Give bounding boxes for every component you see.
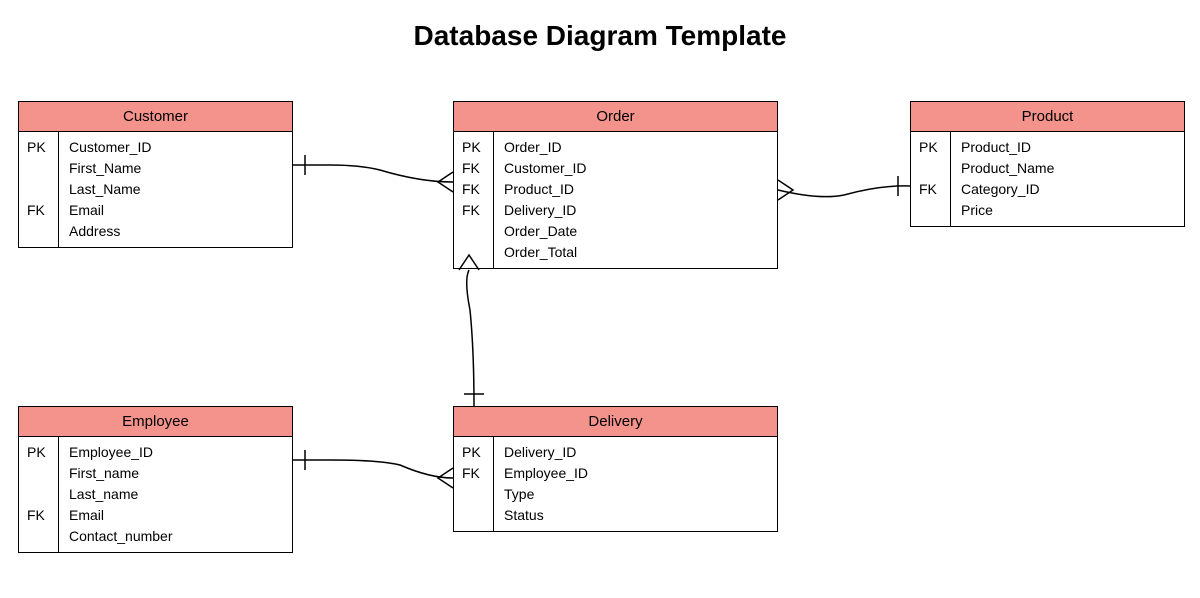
field-cell: First_Name (69, 158, 282, 179)
entity-header-customer: Customer (19, 102, 292, 132)
crowfoot-many-order-right (778, 180, 793, 200)
field-cell: Customer_ID (504, 158, 767, 179)
field-cell: Order_Total (504, 242, 767, 263)
key-cell (462, 484, 485, 505)
entity-header-delivery: Delivery (454, 407, 777, 437)
key-cell: PK (462, 137, 485, 158)
key-cell: PK (27, 442, 50, 463)
diagram-title: Database Diagram Template (0, 20, 1200, 52)
entity-body-delivery: PKFK Delivery_IDEmployee_IDTypeStatus (454, 437, 777, 531)
entity-header-order: Order (454, 102, 777, 132)
entity-customer: CustomerPK FK Customer_IDFirst_NameLast_… (18, 101, 293, 248)
field-cell: Product_Name (961, 158, 1174, 179)
entity-body-product: PK FK Product_IDProduct_NameCategory_IDP… (911, 132, 1184, 226)
entity-delivery: DeliveryPKFK Delivery_IDEmployee_IDTypeS… (453, 406, 778, 532)
field-column: Delivery_IDEmployee_IDTypeStatus (494, 437, 777, 531)
key-column: PKFK (454, 437, 494, 531)
entity-body-employee: PK FK Employee_IDFirst_nameLast_nameEmai… (19, 437, 292, 552)
key-cell (462, 221, 485, 242)
key-cell (462, 242, 485, 263)
key-cell (462, 505, 485, 526)
key-column: PK FK (911, 132, 951, 226)
connector-product-order (778, 186, 910, 197)
key-cell: FK (462, 158, 485, 179)
field-cell: Contact_number (69, 526, 282, 547)
field-column: Employee_IDFirst_nameLast_nameEmailConta… (59, 437, 292, 552)
key-cell: FK (462, 463, 485, 484)
key-cell (27, 221, 50, 242)
field-cell: Delivery_ID (504, 200, 767, 221)
key-column: PK FK (19, 132, 59, 247)
connector-employee-delivery (293, 460, 453, 478)
field-cell: Last_name (69, 484, 282, 505)
key-cell: PK (27, 137, 50, 158)
field-column: Order_IDCustomer_IDProduct_IDDelivery_ID… (494, 132, 777, 268)
field-column: Customer_IDFirst_NameLast_NameEmailAddre… (59, 132, 292, 247)
key-cell (27, 463, 50, 484)
key-column: PK FK (19, 437, 59, 552)
key-cell (27, 526, 50, 547)
key-cell (919, 158, 942, 179)
entity-employee: EmployeePK FK Employee_IDFirst_nameLast_… (18, 406, 293, 553)
entity-header-product: Product (911, 102, 1184, 132)
key-column: PKFKFKFK (454, 132, 494, 268)
field-cell: Order_Date (504, 221, 767, 242)
key-cell (919, 200, 942, 221)
key-cell (27, 158, 50, 179)
field-cell: Employee_ID (504, 463, 767, 484)
field-cell: Product_ID (961, 137, 1174, 158)
field-cell: Delivery_ID (504, 442, 767, 463)
crowfoot-many-delivery-left (438, 468, 453, 488)
field-cell: First_name (69, 463, 282, 484)
entity-body-order: PKFKFKFK Order_IDCustomer_IDProduct_IDDe… (454, 132, 777, 268)
entity-header-employee: Employee (19, 407, 292, 437)
key-cell: FK (27, 505, 50, 526)
key-cell (27, 484, 50, 505)
field-cell: Email (69, 505, 282, 526)
field-cell: Employee_ID (69, 442, 282, 463)
field-cell: Customer_ID (69, 137, 282, 158)
key-cell: FK (462, 200, 485, 221)
key-cell: PK (462, 442, 485, 463)
field-cell: Price (961, 200, 1174, 221)
field-column: Product_IDProduct_NameCategory_IDPrice (951, 132, 1184, 226)
key-cell: FK (27, 200, 50, 221)
field-cell: Status (504, 505, 767, 526)
connector-delivery-order (467, 270, 474, 406)
entity-body-customer: PK FK Customer_IDFirst_NameLast_NameEmai… (19, 132, 292, 247)
key-cell (27, 179, 50, 200)
entity-order: OrderPKFKFKFK Order_IDCustomer_IDProduct… (453, 101, 778, 269)
entity-product: ProductPK FK Product_IDProduct_NameCateg… (910, 101, 1185, 227)
field-cell: Order_ID (504, 137, 767, 158)
key-cell: FK (919, 179, 942, 200)
field-cell: Email (69, 200, 282, 221)
field-cell: Address (69, 221, 282, 242)
crowfoot-many-order-left (438, 172, 453, 192)
field-cell: Product_ID (504, 179, 767, 200)
key-cell: PK (919, 137, 942, 158)
field-cell: Category_ID (961, 179, 1174, 200)
key-cell: FK (462, 179, 485, 200)
field-cell: Last_Name (69, 179, 282, 200)
connector-customer-order (293, 165, 453, 182)
field-cell: Type (504, 484, 767, 505)
